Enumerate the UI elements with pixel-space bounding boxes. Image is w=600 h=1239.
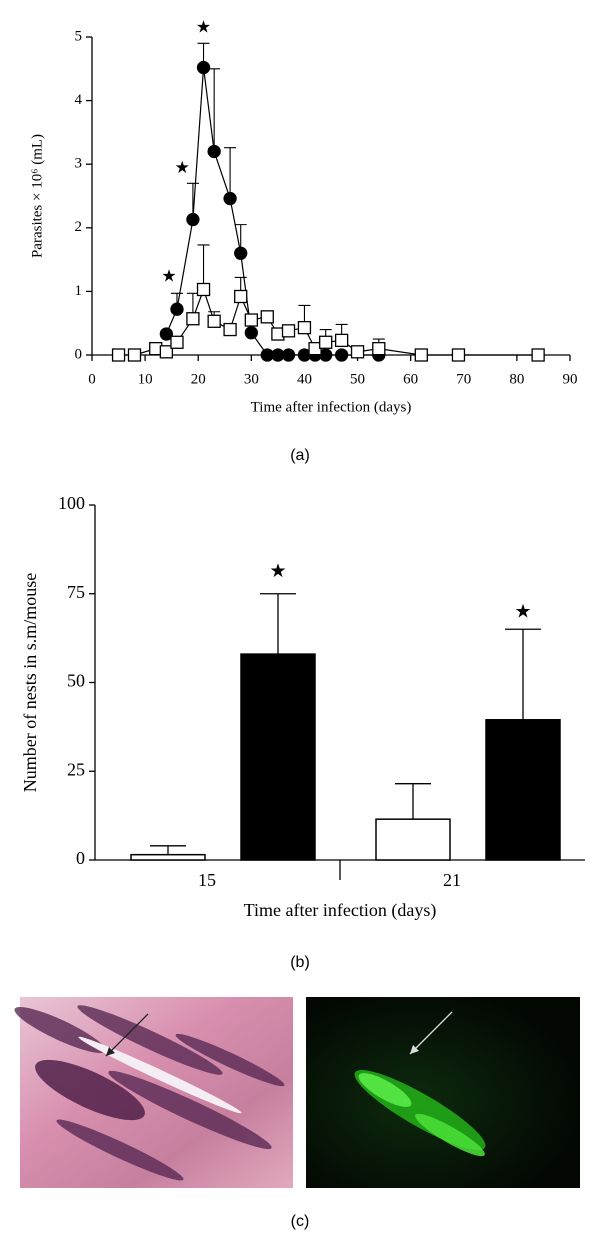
fluorescence-image — [306, 997, 580, 1188]
y-tick-label: 4 — [75, 92, 83, 108]
marker-circle — [186, 212, 200, 227]
marker-circle — [196, 60, 211, 75]
x-tick-label: 40 — [297, 371, 312, 387]
marker-circle — [223, 191, 237, 206]
x-tick-label: 10 — [138, 371, 153, 387]
y-tick-label: 0 — [75, 346, 83, 362]
x-axis-label: Time after infection (days) — [251, 399, 412, 415]
marker-square — [207, 314, 221, 328]
bar — [130, 853, 206, 861]
y-tick-label: 25 — [67, 759, 85, 779]
marker-square — [127, 348, 142, 362]
bar — [240, 653, 316, 861]
caption: (a) — [290, 447, 310, 464]
marker-square — [350, 345, 365, 359]
marker-square — [186, 312, 200, 326]
marker-circle — [234, 246, 248, 260]
y-tick-label: 75 — [67, 582, 85, 602]
error-bar — [505, 628, 541, 720]
annotation: ★ — [161, 266, 176, 285]
marker-square — [244, 313, 258, 327]
marker-square — [234, 289, 248, 304]
x-tick-label: 21 — [443, 870, 461, 890]
caption: (b) — [290, 954, 310, 971]
marker-circle — [170, 302, 184, 316]
y-tick-label: 100 — [58, 493, 85, 513]
annotation: ★ — [269, 561, 286, 582]
y-axis-label: Number of nests in s.m/mouse — [20, 573, 40, 792]
marker-square — [319, 335, 333, 349]
annotation: ★ — [514, 602, 531, 623]
error-bar — [208, 68, 221, 152]
x-tick-label: 50 — [350, 371, 365, 387]
y-tick-label: 1 — [75, 283, 83, 299]
y-tick-label: 2 — [75, 219, 83, 235]
y-tick-label: 5 — [75, 28, 83, 44]
caption: (c) — [291, 1213, 310, 1230]
marker-circle — [244, 326, 258, 340]
marker-square — [260, 310, 274, 324]
x-tick-label: 0 — [88, 371, 96, 387]
marker-square — [372, 341, 386, 356]
marker-square — [451, 348, 466, 362]
y-tick-label: 0 — [76, 848, 85, 868]
marker-square — [223, 322, 237, 337]
marker-circle — [281, 348, 296, 362]
error-bar — [395, 783, 431, 820]
x-tick-label: 30 — [244, 371, 259, 387]
marker-square — [334, 333, 349, 348]
error-bar — [150, 845, 186, 855]
error-bar — [197, 244, 210, 290]
error-bar — [260, 593, 296, 655]
y-tick-label: 3 — [75, 156, 83, 172]
marker-square — [159, 345, 174, 359]
error-bar — [224, 147, 237, 199]
marker-circle — [159, 327, 174, 341]
x-tick-label: 80 — [509, 371, 524, 387]
x-axis-label: Time after infection (days) — [244, 900, 437, 921]
marker-square — [414, 348, 428, 362]
marker-square — [170, 335, 184, 349]
bar — [485, 719, 561, 861]
y-tick-label: 50 — [67, 671, 85, 691]
histology-image — [14, 997, 293, 1188]
annotation: ★ — [175, 158, 190, 177]
x-tick-label: 70 — [456, 371, 471, 387]
annotation: ★ — [196, 18, 211, 37]
marker-square — [196, 282, 211, 297]
bar — [375, 818, 451, 861]
marker-square — [281, 324, 296, 338]
marker-square — [111, 348, 126, 362]
x-tick-label: 90 — [563, 371, 578, 387]
x-tick-label: 15 — [198, 870, 216, 890]
x-tick-label: 60 — [403, 371, 418, 387]
x-tick-label: 20 — [191, 371, 206, 387]
marker-square — [297, 321, 312, 335]
marker-circle — [207, 144, 221, 159]
marker-circle — [334, 348, 349, 362]
y-axis-label: Parasites × 10⁶ (mL) — [29, 134, 45, 258]
marker-square — [531, 348, 545, 362]
